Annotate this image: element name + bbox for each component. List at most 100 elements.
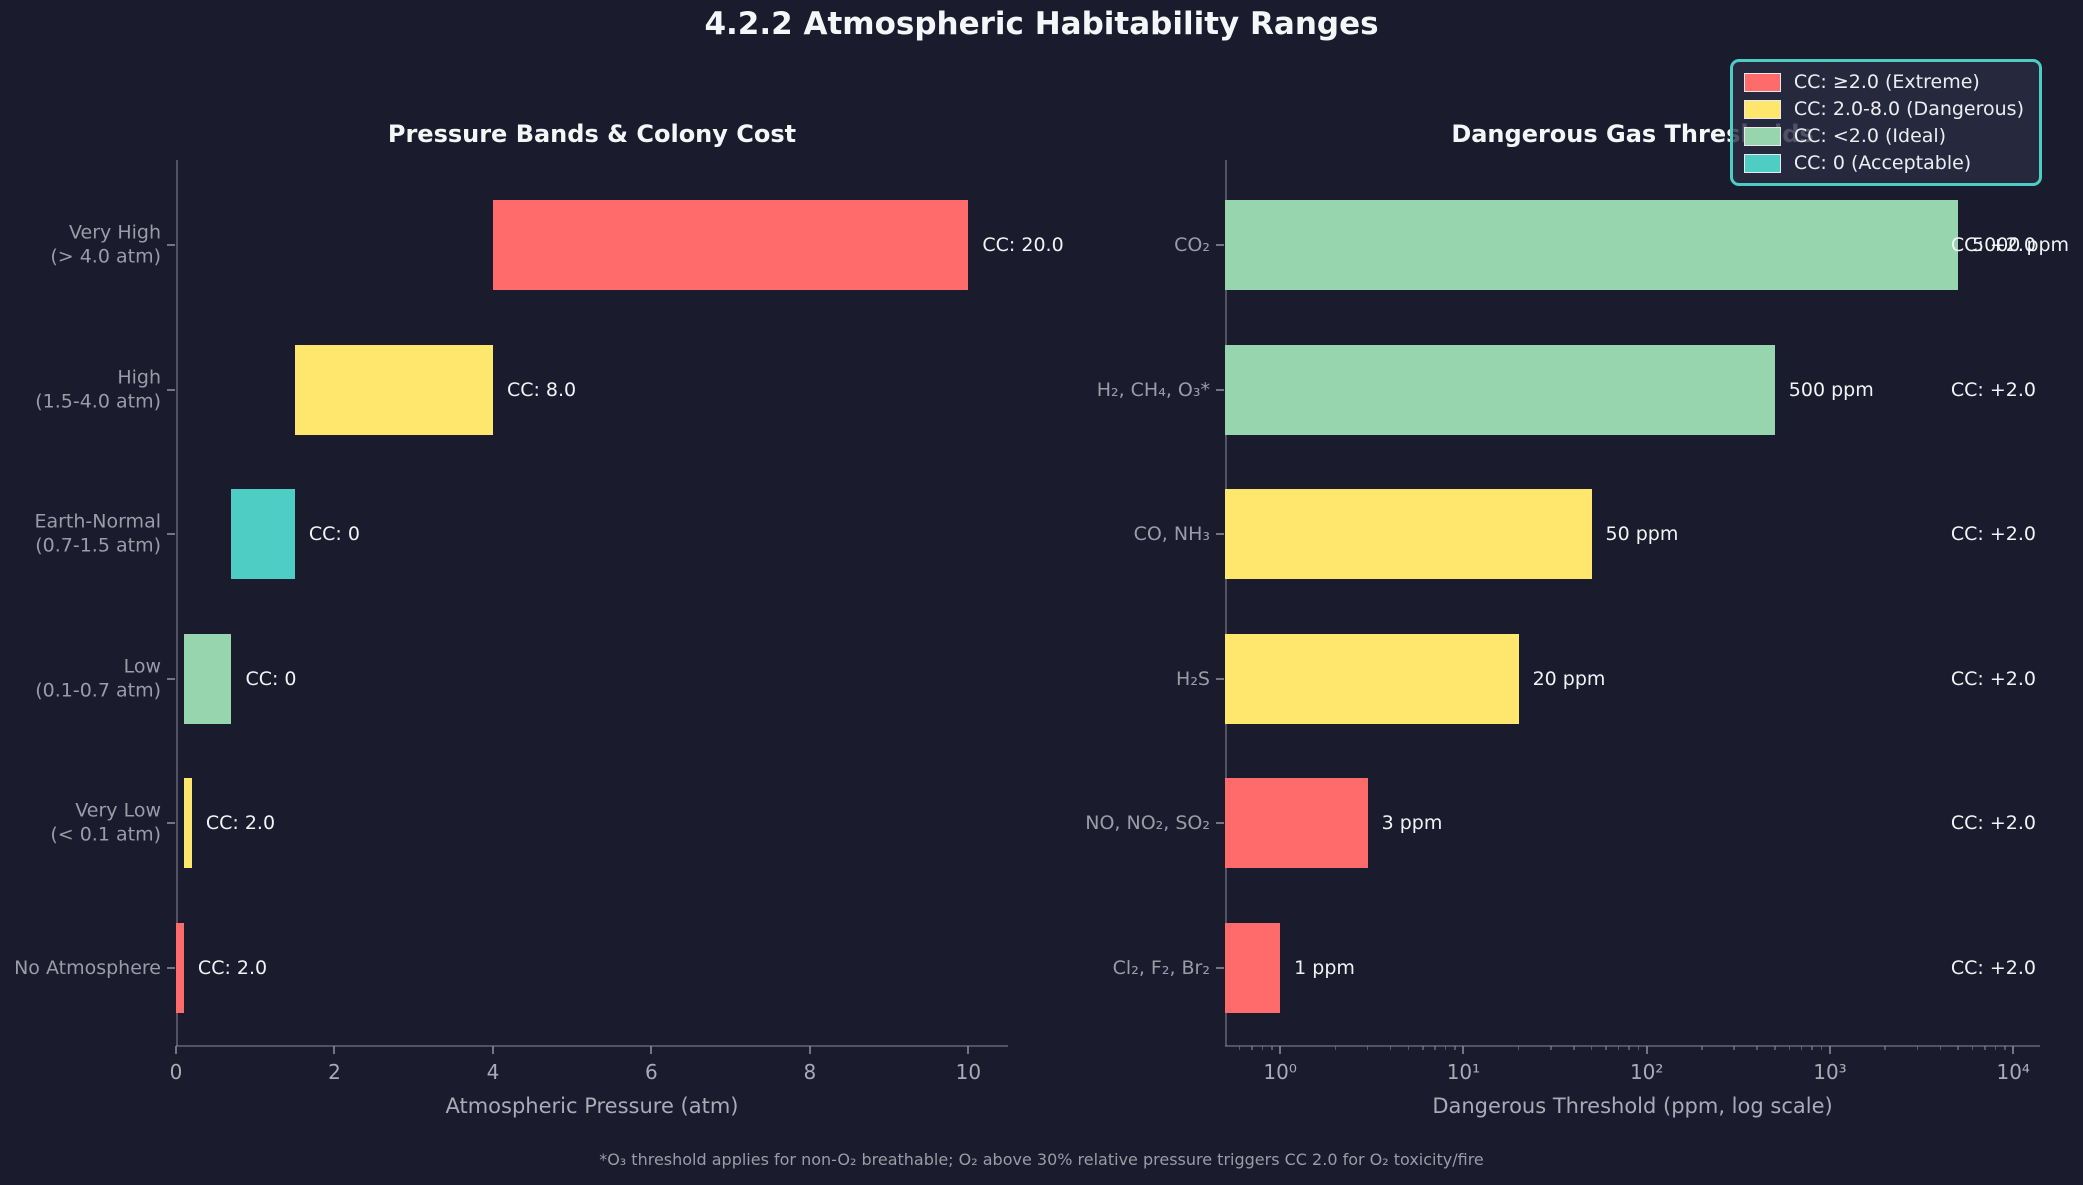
x-tick [1279,1046,1282,1054]
gas-threshold-bar [1225,344,1775,435]
cc-annotation: CC: +2.0 [1950,378,2036,401]
y-tick [167,533,175,535]
category-label-line: NO, NO₂, SO₂ [1085,811,1210,834]
legend-item: CC: 0 (Acceptable) [1743,152,2024,174]
category-label-line: (0.7-1.5 atm) [35,535,161,557]
category-label-line: H₂S [1176,667,1210,690]
x-tick [1645,1046,1648,1054]
category-label-line: (> 4.0 atm) [50,246,161,268]
x-minor-tick [1984,1046,1986,1050]
x-minor-tick [1774,1046,1776,1050]
pressure-band-bar [183,633,232,724]
category-label: Very Low (< 0.1 atm) [50,799,161,848]
x-minor-tick [1434,1046,1436,1050]
x-tick-label: 10⁴ [1996,1060,2030,1084]
gas-threshold-bar [1225,922,1281,1013]
x-tick [1828,1046,1831,1054]
cc-annotation: CC: 2.0 [205,812,276,834]
x-tick-label: 8 [803,1060,817,1084]
cc-annotation: CC: 2.0 [197,956,268,979]
cc-annotation: CC: +2.0 [1950,667,2036,690]
x-minor-tick [1261,1046,1264,1050]
category-label: No Atmosphere [14,955,161,979]
cc-annotation: CC: 8.0 [506,378,577,401]
figure-title: 4.2.2 Atmospheric Habitability Ranges [704,6,1379,42]
pressure-x-axis-spine [176,1045,1008,1047]
legend-swatch [1743,126,1781,146]
x-minor-tick [1811,1046,1813,1050]
legend-item: CC: ≥2.0 (Extreme) [1743,71,2024,93]
x-minor-tick [1271,1046,1273,1050]
category-label-line: CO₂ [1174,233,1210,256]
y-tick [167,966,175,969]
x-tick [650,1046,653,1054]
pressure-band-bar [231,489,295,579]
x-minor-tick [1238,1046,1241,1050]
category-label: Earth-Normal (0.7-1.5 atm) [34,510,161,559]
y-tick [167,244,175,246]
pressure-band-bar [183,778,192,868]
x-minor-tick [1334,1046,1337,1050]
category-label: H₂S [1176,666,1210,690]
x-minor-tick [1454,1046,1456,1050]
x-minor-tick [1407,1046,1409,1050]
y-tick [1216,244,1224,246]
legend-swatch [1743,99,1781,119]
category-label: Low (0.1-0.7 atm) [35,654,161,703]
category-label-line: Very High [69,221,161,244]
pressure-chart-title: Pressure Bands & Colony Cost [387,120,797,148]
category-label: CO₂ [1174,233,1210,257]
gas-threshold-bar [1225,489,1592,579]
legend-label: CC: 2.0-8.0 (Dangerous) [1793,98,2024,120]
x-minor-tick [1366,1046,1369,1050]
threshold-annotation: 50 ppm [1605,523,1679,545]
cc-annotation: CC: 20.0 [982,234,1064,256]
x-minor-tick [1701,1046,1703,1050]
x-tick-label: 2 [328,1060,341,1084]
cc-annotation: CC: +2.0 [1950,956,2036,979]
gas-threshold-bar [1225,633,1519,724]
x-minor-tick [1251,1046,1253,1050]
x-minor-tick [1756,1046,1758,1050]
x-tick-label: 10 [955,1060,982,1084]
gas-threshold-bar [1225,778,1368,868]
gas-y-axis-spine [1225,160,1227,1046]
y-tick [1216,822,1224,824]
threshold-annotation: 500 ppm [1788,378,1874,401]
x-minor-tick [1884,1046,1886,1050]
x-tick [808,1046,811,1054]
threshold-annotation: 20 ppm [1532,667,1606,690]
cc-annotation: CC: +2.0 [1950,523,2036,545]
category-label-line: No Atmosphere [14,956,161,979]
category-label-line: Earth-Normal [34,510,161,533]
category-label: High (1.5-4.0 atm) [35,365,161,414]
legend-swatch [1743,72,1781,92]
threshold-annotation: 1 ppm [1294,956,1355,979]
x-tick-label: 10⁰ [1263,1060,1297,1084]
cc-annotation: CC: 0 [308,523,360,545]
y-tick [1216,966,1224,969]
y-tick [167,822,175,824]
pressure-x-axis-label: Atmospheric Pressure (atm) [445,1094,739,1118]
x-tick-label: 4 [486,1060,500,1084]
x-minor-tick [1939,1046,1942,1050]
pressure-band-bar [294,344,493,435]
category-label-line: H₂, CH₄, O₃* [1096,378,1210,401]
category-label-line: High [117,366,161,389]
x-minor-tick [1971,1046,1974,1050]
x-minor-tick [1605,1046,1607,1050]
pressure-band-bar [492,200,969,290]
category-label-line: CO, NH₃ [1133,522,1210,545]
threshold-annotation: 5000 ppm [1972,234,2070,256]
x-minor-tick [1800,1046,1803,1050]
x-minor-tick [1628,1046,1630,1050]
category-label-line: Cl₂, F₂, Br₂ [1112,956,1210,979]
cc-annotation: CC: +2.0 [1950,234,2036,256]
x-tick-label: 10² [1629,1060,1664,1084]
category-label-line: (< 0.1 atm) [50,824,161,846]
x-minor-tick [1957,1046,1959,1050]
x-minor-tick [1573,1046,1575,1050]
x-minor-tick [1820,1046,1823,1050]
x-minor-tick [1590,1046,1593,1050]
x-minor-tick [1637,1046,1640,1050]
